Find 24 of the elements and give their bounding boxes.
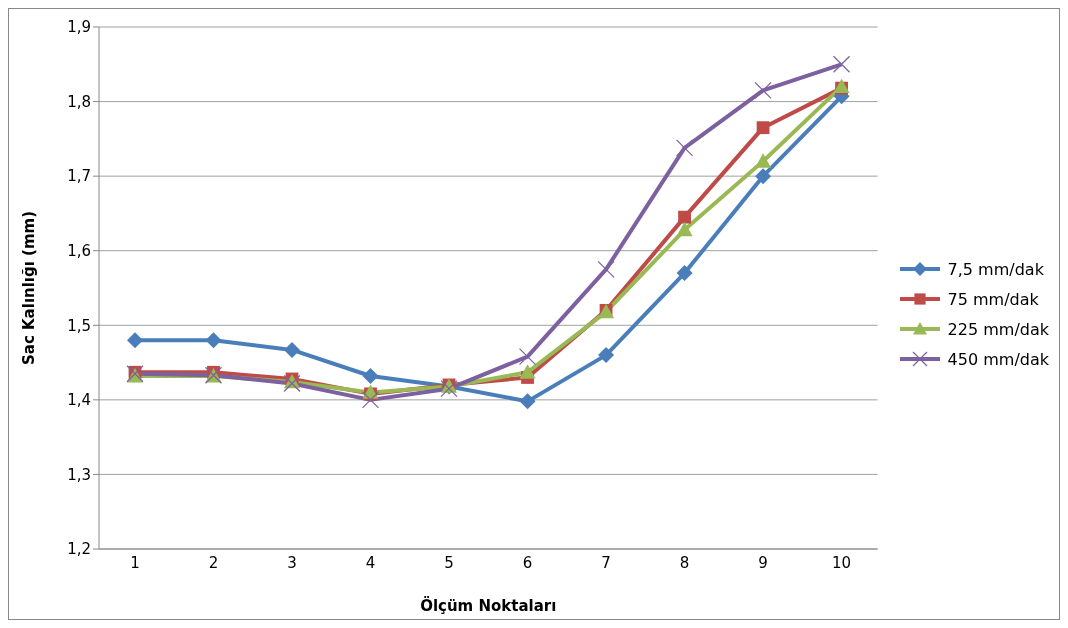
x-tick-label: 9	[758, 553, 768, 572]
x-tick-label: 7	[601, 553, 611, 572]
y-tick-label: 1,5	[67, 316, 91, 335]
x-tick-label: 2	[208, 553, 219, 572]
x-tick-label: 6	[522, 553, 533, 572]
y-tick-label: 1,2	[67, 540, 91, 559]
y-tick-label: 1,3	[67, 465, 91, 484]
y-tick-label: 1,9	[67, 18, 91, 37]
y-tick-label: 1,8	[67, 92, 91, 111]
legend-label: 225 mm/dak	[947, 319, 1049, 339]
y-axis-title: Sac Kalınlığı (mm)	[20, 210, 39, 366]
x-tick-label: 10	[832, 553, 852, 572]
x-tick-label: 3	[287, 553, 297, 572]
x-axis-title: Ölçüm Noktaları	[420, 596, 557, 615]
legend-label: 450 mm/dak	[947, 349, 1049, 369]
x-tick-label: 4	[365, 553, 376, 572]
x-tick-label: 5	[444, 553, 454, 572]
y-tick-label: 1,4	[67, 391, 91, 410]
legend-label: 75 mm/dak	[947, 289, 1039, 309]
x-tick-label: 1	[130, 553, 140, 572]
legend-label: 7,5 mm/dak	[947, 259, 1044, 279]
y-tick-label: 1,6	[67, 242, 91, 261]
y-tick-label: 1,7	[67, 167, 91, 186]
x-tick-label: 8	[679, 553, 690, 572]
